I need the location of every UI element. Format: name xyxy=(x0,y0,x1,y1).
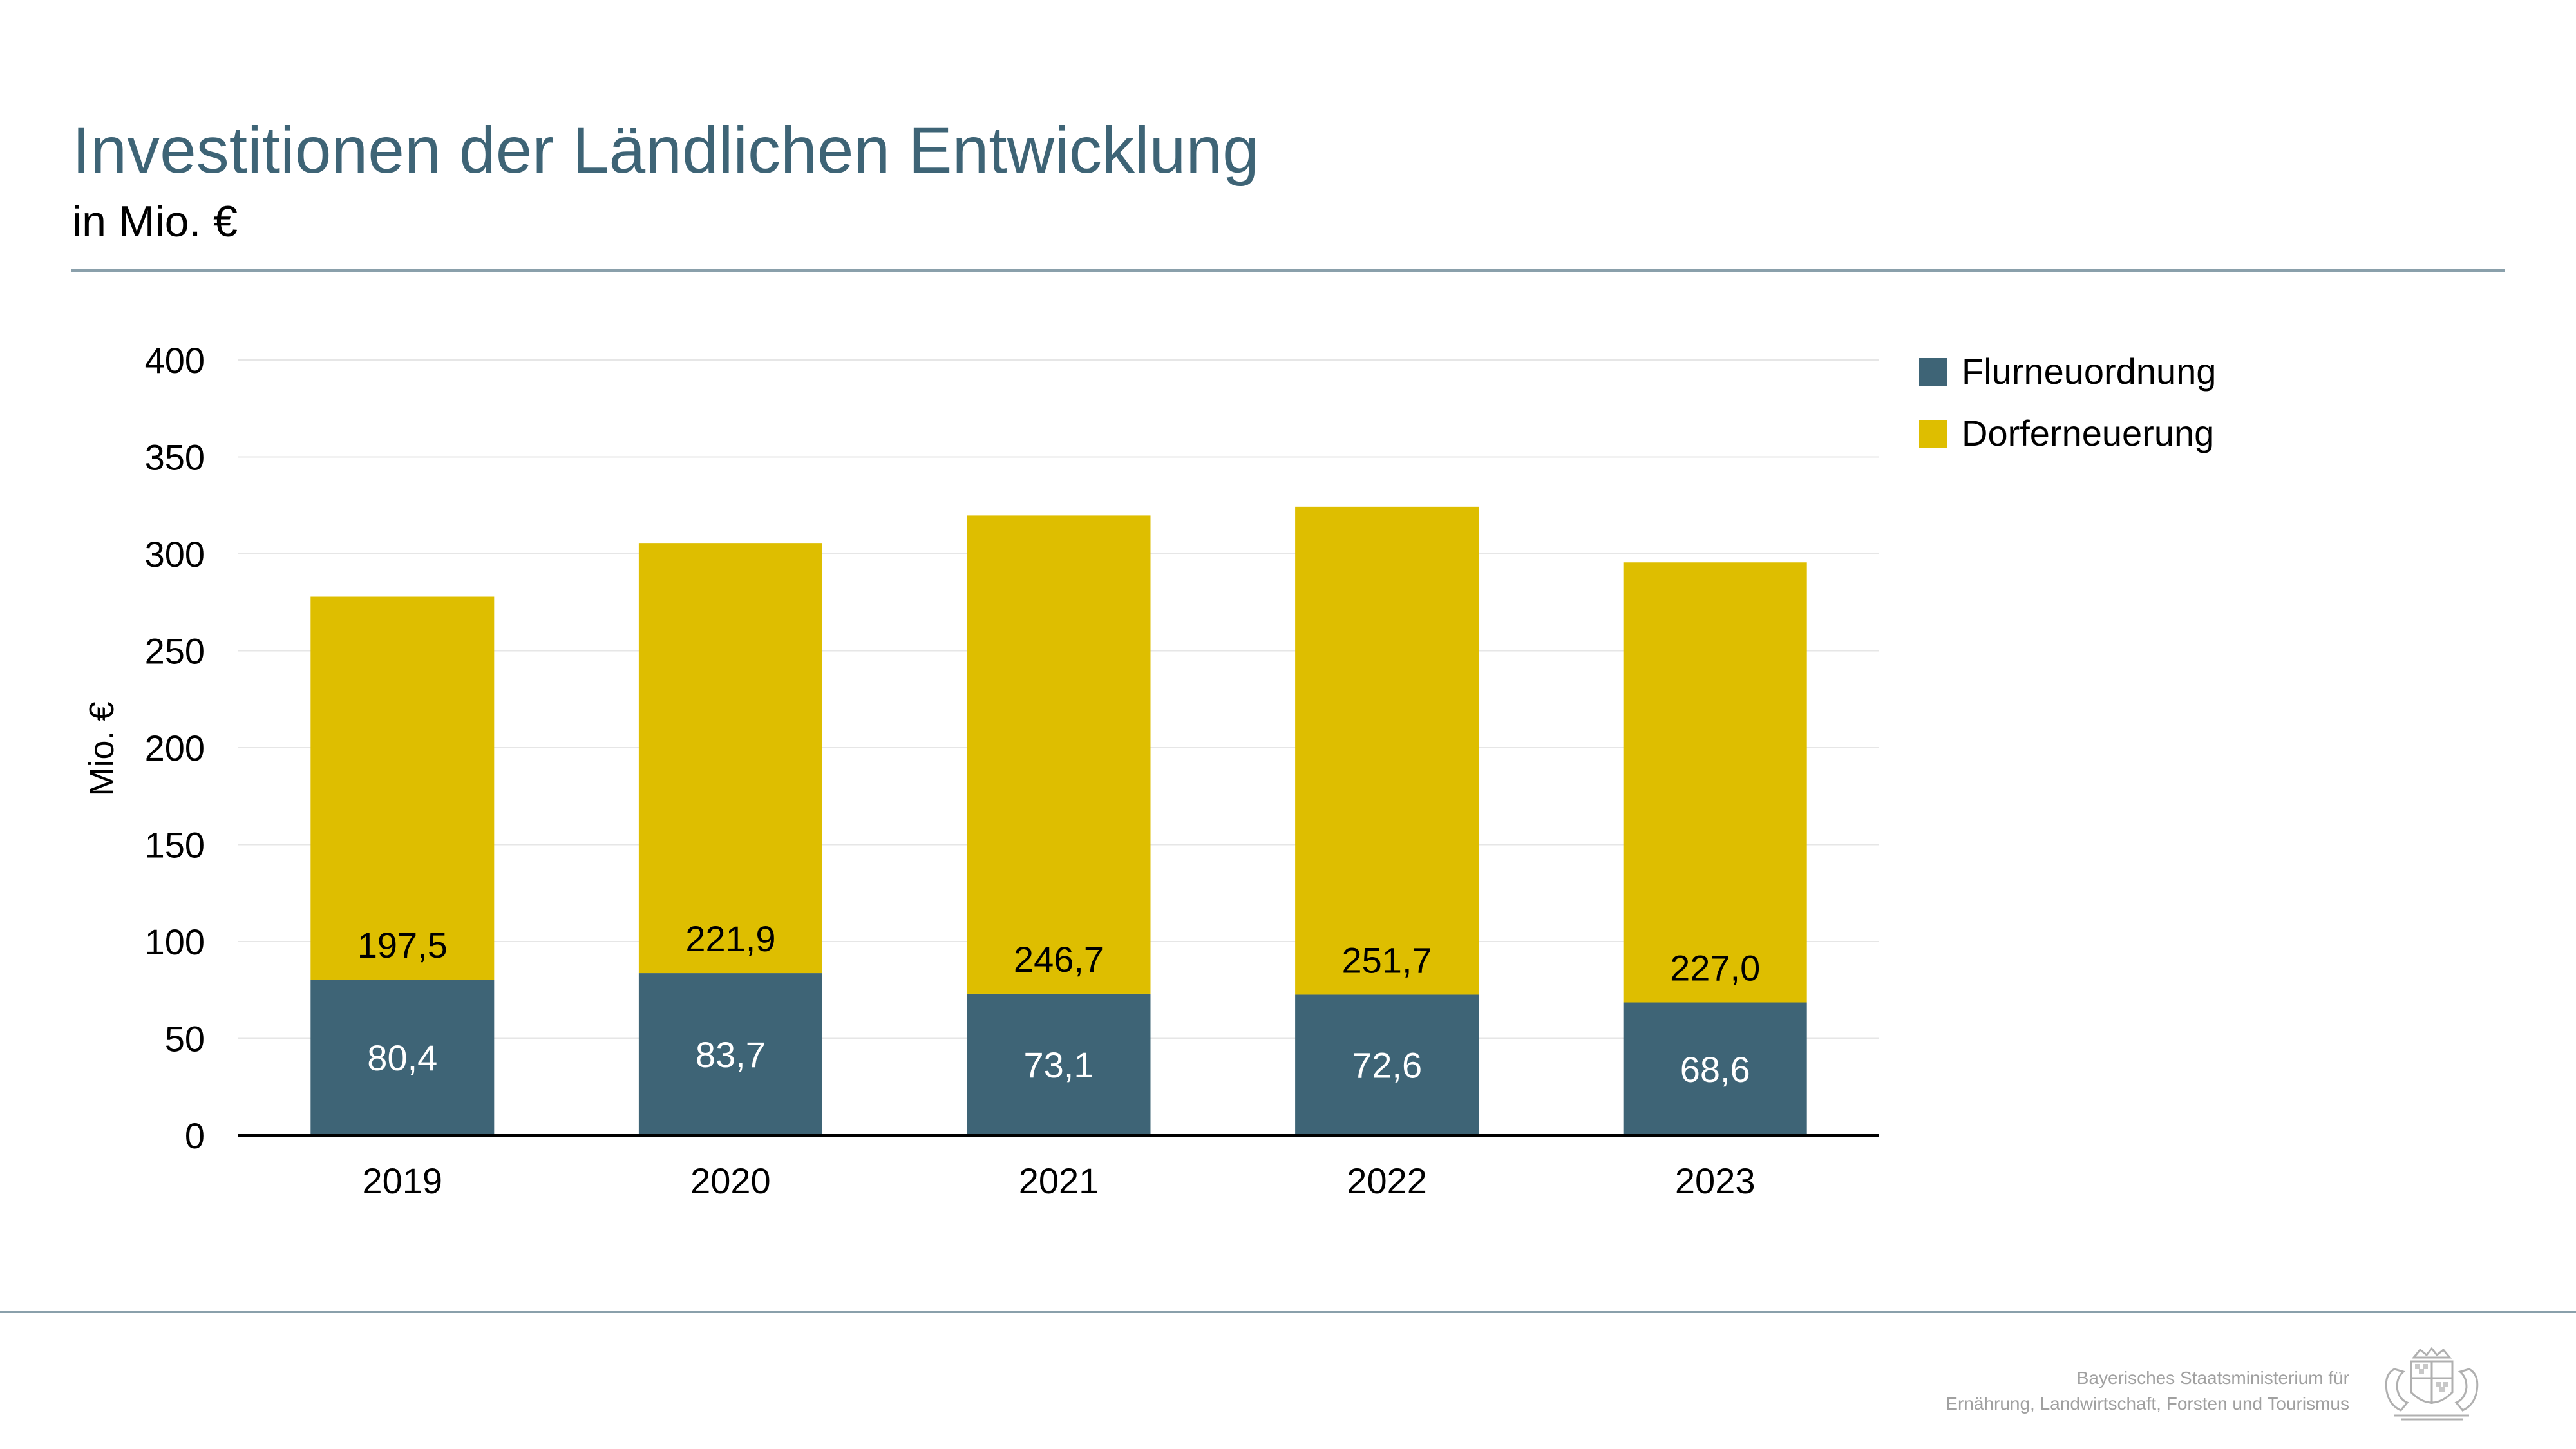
x-tick-label: 2019 xyxy=(363,1160,443,1201)
legend: Flurneuordnung Dorferneuerung xyxy=(1919,351,2216,453)
bavarian-coat-of-arms-icon xyxy=(2385,1347,2479,1421)
data-label-flurneuordnung: 80,4 xyxy=(367,1037,437,1078)
stacked-bar-chart: 0 50 100 150 200 250 300 350 400 Mio. € 2019 2020 20… xyxy=(82,340,2216,1201)
y-tick-label: 300 xyxy=(145,534,205,574)
x-tick-label: 2023 xyxy=(1675,1160,1756,1201)
data-label-flurneuordnung: 72,6 xyxy=(1352,1045,1422,1086)
y-tick-label: 400 xyxy=(145,340,205,381)
bar-flurneuordnung-2022 xyxy=(1295,994,1479,1135)
bar-dorferneuerung-2020 xyxy=(638,543,822,974)
y-tick-label: 350 xyxy=(145,437,205,478)
bars xyxy=(310,506,1807,1135)
axes: 0 50 100 150 200 250 300 350 400 Mio. € 2019 2020 20… xyxy=(82,340,1879,1201)
data-label-flurneuordnung: 68,6 xyxy=(1680,1049,1750,1090)
y-axis-title: Mio. € xyxy=(82,701,121,796)
x-tick-label: 2022 xyxy=(1347,1160,1427,1201)
bar-flurneuordnung-2020 xyxy=(638,973,822,1135)
y-tick-label: 100 xyxy=(145,922,205,962)
y-tick-label: 150 xyxy=(145,825,205,866)
bar-flurneuordnung-2019 xyxy=(310,979,495,1135)
data-label-dorferneuerung: 221,9 xyxy=(685,918,775,959)
y-tick-label: 200 xyxy=(145,728,205,768)
data-label-dorferneuerung: 251,7 xyxy=(1342,940,1432,980)
x-tick-label: 2020 xyxy=(690,1160,771,1201)
page-title: Investitionen der Ländlichen Entwicklung xyxy=(72,113,1259,187)
data-label-flurneuordnung: 83,7 xyxy=(696,1034,766,1075)
data-label-dorferneuerung: 246,7 xyxy=(1014,939,1104,980)
bar-dorferneuerung-2019 xyxy=(310,596,495,980)
bar-flurneuordnung-2021 xyxy=(967,993,1151,1135)
y-tick-label: 50 xyxy=(165,1019,205,1059)
bar-dorferneuerung-2021 xyxy=(967,515,1151,994)
bar-dorferneuerung-2023 xyxy=(1623,562,1807,1003)
legend-label-flurneuordnung: Flurneuordnung xyxy=(1962,351,2216,392)
title-divider xyxy=(71,269,2505,272)
footer-divider xyxy=(0,1311,2576,1313)
legend-swatch-flurneuordnung xyxy=(1919,358,1947,386)
legend-swatch-dorferneuerung xyxy=(1919,420,1947,448)
ministry-name: Bayerisches Staatsministerium für Ernähr… xyxy=(1946,1365,2349,1417)
data-label-dorferneuerung: 197,5 xyxy=(357,925,448,965)
bar-dorferneuerung-2022 xyxy=(1295,506,1479,995)
data-labels: 80,4 197,5 83,7 221,9 73,1 246,7 72,6 251,7 68,6… xyxy=(357,918,1761,1090)
bar-flurneuordnung-2023 xyxy=(1623,1002,1807,1135)
y-tick-label: 0 xyxy=(185,1115,205,1156)
data-label-dorferneuerung: 227,0 xyxy=(1670,948,1760,989)
legend-label-dorferneuerung: Dorferneuerung xyxy=(1962,413,2214,453)
ministry-name-line2: Ernährung, Landwirtschaft, Forsten und T… xyxy=(1946,1394,2349,1414)
page-subtitle: in Mio. € xyxy=(72,197,238,246)
y-tick-label: 250 xyxy=(145,631,205,672)
ministry-name-line1: Bayerisches Staatsministerium für xyxy=(2076,1368,2349,1388)
x-tick-label: 2021 xyxy=(1019,1160,1099,1201)
data-label-flurneuordnung: 73,1 xyxy=(1024,1045,1094,1085)
